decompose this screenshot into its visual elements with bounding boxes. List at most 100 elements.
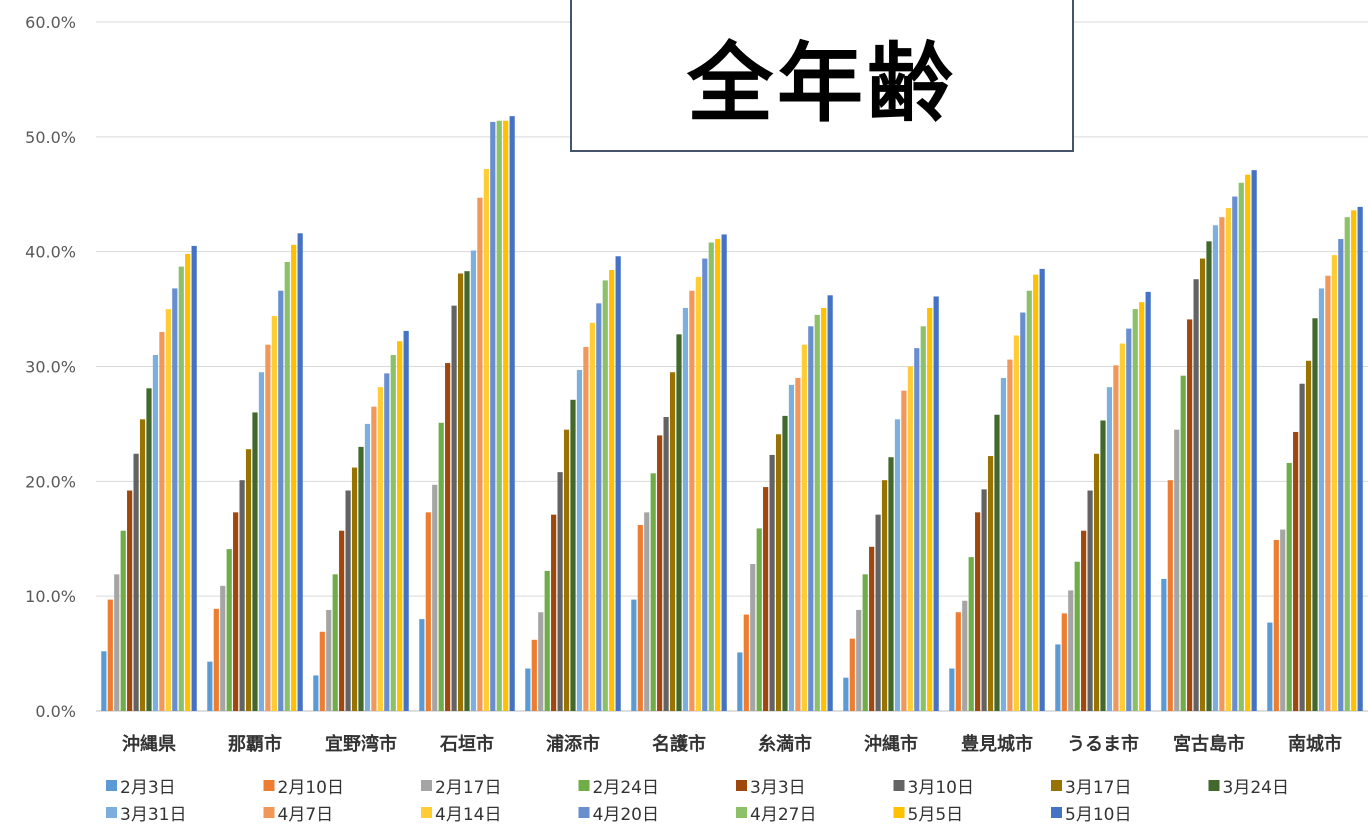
bar bbox=[981, 489, 987, 711]
bar bbox=[1344, 217, 1350, 711]
legend-label: 5月5日 bbox=[908, 805, 964, 825]
bar bbox=[1267, 622, 1273, 711]
legend-label: 3月3日 bbox=[750, 778, 806, 798]
bar bbox=[509, 116, 515, 711]
y-tick-label: 10.0% bbox=[25, 587, 76, 606]
bar bbox=[737, 652, 743, 711]
bar bbox=[775, 434, 782, 711]
bar bbox=[563, 429, 570, 711]
bar bbox=[538, 612, 544, 711]
bar bbox=[326, 609, 332, 711]
bar bbox=[107, 599, 113, 711]
bar bbox=[1167, 480, 1173, 711]
x-category-label: うるま市 bbox=[1067, 733, 1139, 755]
y-tick-label: 30.0% bbox=[25, 358, 76, 377]
bar bbox=[351, 467, 358, 711]
bar bbox=[213, 608, 219, 711]
bar bbox=[821, 307, 827, 711]
bar bbox=[477, 197, 483, 711]
chart-title: 全年齢 bbox=[687, 34, 957, 134]
bar bbox=[470, 250, 477, 712]
bar bbox=[364, 423, 371, 711]
legend-swatch bbox=[736, 807, 747, 818]
bar bbox=[862, 574, 868, 711]
bar bbox=[438, 422, 444, 711]
bar bbox=[1106, 387, 1113, 711]
bar bbox=[1299, 383, 1305, 711]
bar bbox=[531, 639, 537, 711]
bar bbox=[907, 366, 913, 711]
bar bbox=[1199, 258, 1206, 711]
bar bbox=[185, 253, 191, 712]
bar bbox=[750, 564, 756, 711]
bar bbox=[1331, 255, 1337, 711]
bar bbox=[403, 330, 409, 711]
bar bbox=[397, 341, 403, 711]
bar bbox=[949, 668, 955, 711]
bar bbox=[220, 585, 226, 711]
bar bbox=[457, 273, 464, 711]
y-tick-label: 60.0% bbox=[25, 13, 76, 32]
bar bbox=[602, 280, 608, 711]
bar bbox=[856, 609, 862, 711]
bar bbox=[1251, 170, 1257, 711]
bar bbox=[644, 512, 650, 711]
bar bbox=[801, 344, 807, 711]
bar bbox=[390, 355, 396, 711]
x-category-label: 石垣市 bbox=[439, 733, 494, 755]
bar bbox=[576, 369, 583, 711]
bar bbox=[609, 270, 615, 711]
bar bbox=[849, 638, 855, 711]
bar bbox=[1245, 174, 1251, 711]
bar bbox=[881, 480, 888, 711]
bar bbox=[1212, 225, 1219, 711]
legend-label: 2月17日 bbox=[435, 778, 501, 798]
bar bbox=[265, 344, 271, 711]
bar bbox=[1119, 343, 1125, 711]
bar bbox=[669, 372, 676, 711]
bar bbox=[1074, 561, 1080, 711]
bar bbox=[313, 675, 319, 711]
bar bbox=[345, 490, 351, 711]
bar bbox=[146, 388, 152, 711]
bar bbox=[557, 472, 563, 711]
bar bbox=[1100, 420, 1106, 711]
legend-label: 2月10日 bbox=[278, 778, 344, 798]
bar bbox=[133, 453, 139, 711]
bar bbox=[814, 314, 820, 711]
bar bbox=[152, 355, 159, 711]
bar bbox=[1293, 431, 1299, 711]
bar bbox=[676, 334, 682, 711]
y-tick-label: 50.0% bbox=[25, 128, 76, 147]
legend-label: 2月24日 bbox=[593, 778, 659, 798]
bar bbox=[483, 168, 489, 711]
bar bbox=[1325, 275, 1331, 711]
bar bbox=[451, 305, 457, 711]
x-category-label: 沖縄県 bbox=[122, 733, 176, 755]
bar bbox=[1139, 302, 1145, 711]
bar bbox=[544, 570, 550, 711]
bar bbox=[663, 417, 669, 711]
legend-swatch bbox=[1208, 780, 1220, 791]
legend-swatch bbox=[263, 807, 275, 818]
bar bbox=[425, 512, 431, 711]
bar bbox=[708, 242, 714, 712]
bar bbox=[1174, 429, 1180, 711]
bar bbox=[159, 332, 165, 711]
bar bbox=[1093, 453, 1100, 711]
bar bbox=[1219, 217, 1225, 711]
bar bbox=[139, 419, 146, 711]
legend-label: 3月24日 bbox=[1223, 778, 1289, 798]
legend-swatch bbox=[1051, 780, 1062, 791]
bar bbox=[297, 233, 303, 711]
legend-label: 2月3日 bbox=[120, 778, 176, 798]
bar bbox=[178, 266, 184, 711]
y-tick-label: 40.0% bbox=[25, 243, 76, 262]
bar bbox=[808, 326, 814, 711]
bar bbox=[1286, 462, 1292, 711]
bar bbox=[332, 574, 338, 711]
bar bbox=[1081, 530, 1087, 711]
bar bbox=[258, 372, 265, 711]
